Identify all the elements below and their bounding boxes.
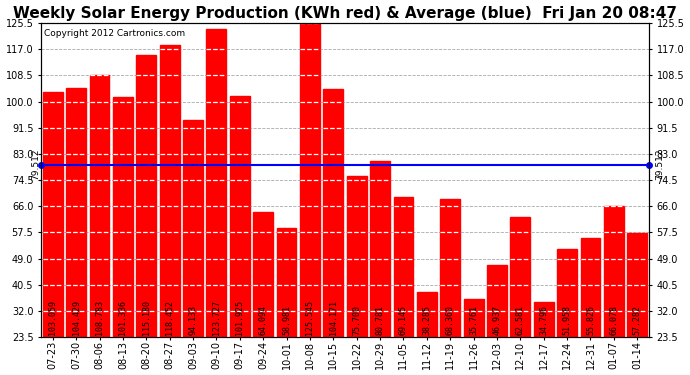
Bar [393, 196, 413, 337]
Text: 68.360: 68.360 [446, 306, 455, 336]
Bar [277, 228, 297, 337]
Bar [417, 291, 437, 337]
Bar [183, 120, 203, 337]
Bar [43, 92, 63, 337]
Text: 79.512: 79.512 [31, 149, 40, 180]
Text: 58.981: 58.981 [282, 306, 291, 336]
Text: 62.581: 62.581 [516, 306, 525, 336]
Text: 101.925: 101.925 [235, 300, 244, 336]
Text: 64.094: 64.094 [259, 306, 268, 336]
Text: 57.282: 57.282 [633, 306, 642, 336]
Text: 101.336: 101.336 [119, 300, 128, 336]
Bar [206, 28, 226, 337]
Bar [580, 237, 600, 337]
Bar [627, 233, 647, 337]
Bar [464, 299, 484, 337]
Bar [347, 176, 366, 337]
Text: 123.727: 123.727 [212, 300, 221, 336]
Text: 108.783: 108.783 [95, 300, 104, 336]
Bar [511, 217, 531, 337]
Bar [230, 96, 250, 337]
Text: 75.700: 75.700 [352, 306, 361, 336]
Bar [534, 302, 553, 337]
Bar [487, 265, 507, 337]
Bar [440, 199, 460, 337]
Text: 51.958: 51.958 [562, 306, 571, 336]
Bar [90, 75, 110, 337]
Bar [66, 88, 86, 337]
Bar [324, 89, 343, 337]
Bar [113, 98, 133, 337]
Text: 69.145: 69.145 [399, 306, 408, 336]
Title: Weekly Solar Energy Production (KWh red) & Average (blue)  Fri Jan 20 08:47: Weekly Solar Energy Production (KWh red)… [13, 6, 677, 21]
Text: 55.826: 55.826 [586, 306, 595, 336]
Bar [159, 45, 179, 337]
Bar [253, 212, 273, 337]
Text: 35.761: 35.761 [469, 306, 478, 336]
Bar [137, 55, 156, 337]
Text: 104.429: 104.429 [72, 300, 81, 336]
Text: 118.452: 118.452 [165, 300, 174, 336]
Text: 66.078: 66.078 [609, 306, 618, 336]
Text: 104.171: 104.171 [329, 300, 338, 336]
Bar [557, 249, 577, 337]
Text: 80.781: 80.781 [375, 306, 384, 336]
Text: 103.059: 103.059 [48, 300, 57, 336]
Text: 79.512: 79.512 [655, 149, 664, 180]
Text: 38.285: 38.285 [422, 306, 431, 336]
Bar [370, 161, 390, 337]
Text: 115.180: 115.180 [141, 300, 151, 336]
Text: 34.796: 34.796 [539, 306, 549, 336]
Bar [300, 23, 320, 337]
Text: 46.937: 46.937 [493, 306, 502, 336]
Bar [604, 206, 624, 337]
Text: Copyright 2012 Cartronics.com: Copyright 2012 Cartronics.com [44, 29, 185, 38]
Text: 94.133: 94.133 [188, 306, 197, 336]
Text: 125.545: 125.545 [306, 300, 315, 336]
